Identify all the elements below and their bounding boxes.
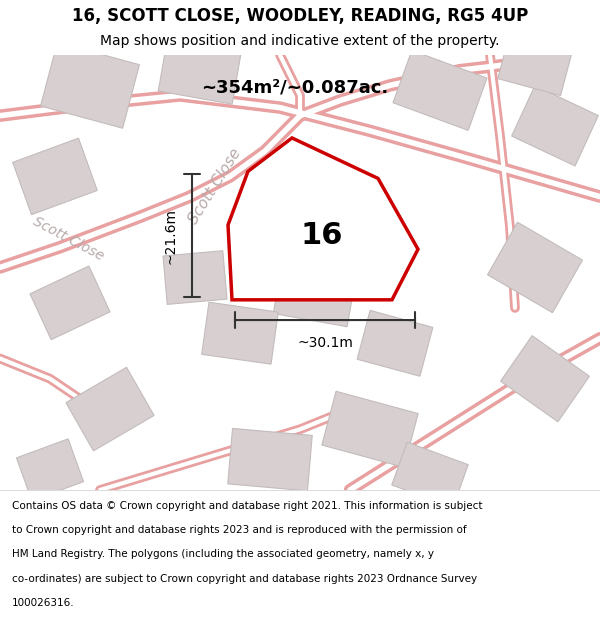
- Polygon shape: [357, 311, 433, 376]
- Text: 100026316.: 100026316.: [12, 598, 74, 608]
- Polygon shape: [273, 259, 357, 327]
- Polygon shape: [163, 251, 227, 304]
- Text: ~354m²/~0.087ac.: ~354m²/~0.087ac.: [202, 78, 389, 96]
- Polygon shape: [392, 442, 468, 508]
- Text: to Crown copyright and database rights 2023 and is reproduced with the permissio: to Crown copyright and database rights 2…: [12, 525, 467, 535]
- Text: HM Land Registry. The polygons (including the associated geometry, namely x, y: HM Land Registry. The polygons (includin…: [12, 549, 434, 559]
- Text: ~21.6m: ~21.6m: [164, 208, 178, 264]
- Polygon shape: [202, 302, 278, 364]
- Polygon shape: [41, 42, 139, 128]
- Polygon shape: [16, 439, 83, 501]
- Text: 16, SCOTT CLOSE, WOODLEY, READING, RG5 4UP: 16, SCOTT CLOSE, WOODLEY, READING, RG5 4…: [72, 8, 528, 26]
- Polygon shape: [498, 34, 572, 96]
- Polygon shape: [66, 368, 154, 451]
- Text: Map shows position and indicative extent of the property.: Map shows position and indicative extent…: [100, 34, 500, 48]
- Text: 16: 16: [301, 221, 343, 249]
- Text: ~30.1m: ~30.1m: [297, 336, 353, 350]
- Polygon shape: [228, 138, 418, 300]
- Polygon shape: [228, 428, 312, 491]
- Text: Scott Close: Scott Close: [30, 214, 106, 264]
- Polygon shape: [393, 51, 487, 131]
- Polygon shape: [30, 266, 110, 339]
- Polygon shape: [500, 336, 589, 422]
- Text: co-ordinates) are subject to Crown copyright and database rights 2023 Ordnance S: co-ordinates) are subject to Crown copyr…: [12, 574, 477, 584]
- Polygon shape: [512, 86, 598, 166]
- Polygon shape: [488, 222, 583, 312]
- Polygon shape: [13, 138, 97, 214]
- Polygon shape: [322, 391, 418, 468]
- Text: Contains OS data © Crown copyright and database right 2021. This information is : Contains OS data © Crown copyright and d…: [12, 501, 482, 511]
- Polygon shape: [158, 36, 242, 104]
- Text: Scott Close: Scott Close: [186, 146, 244, 227]
